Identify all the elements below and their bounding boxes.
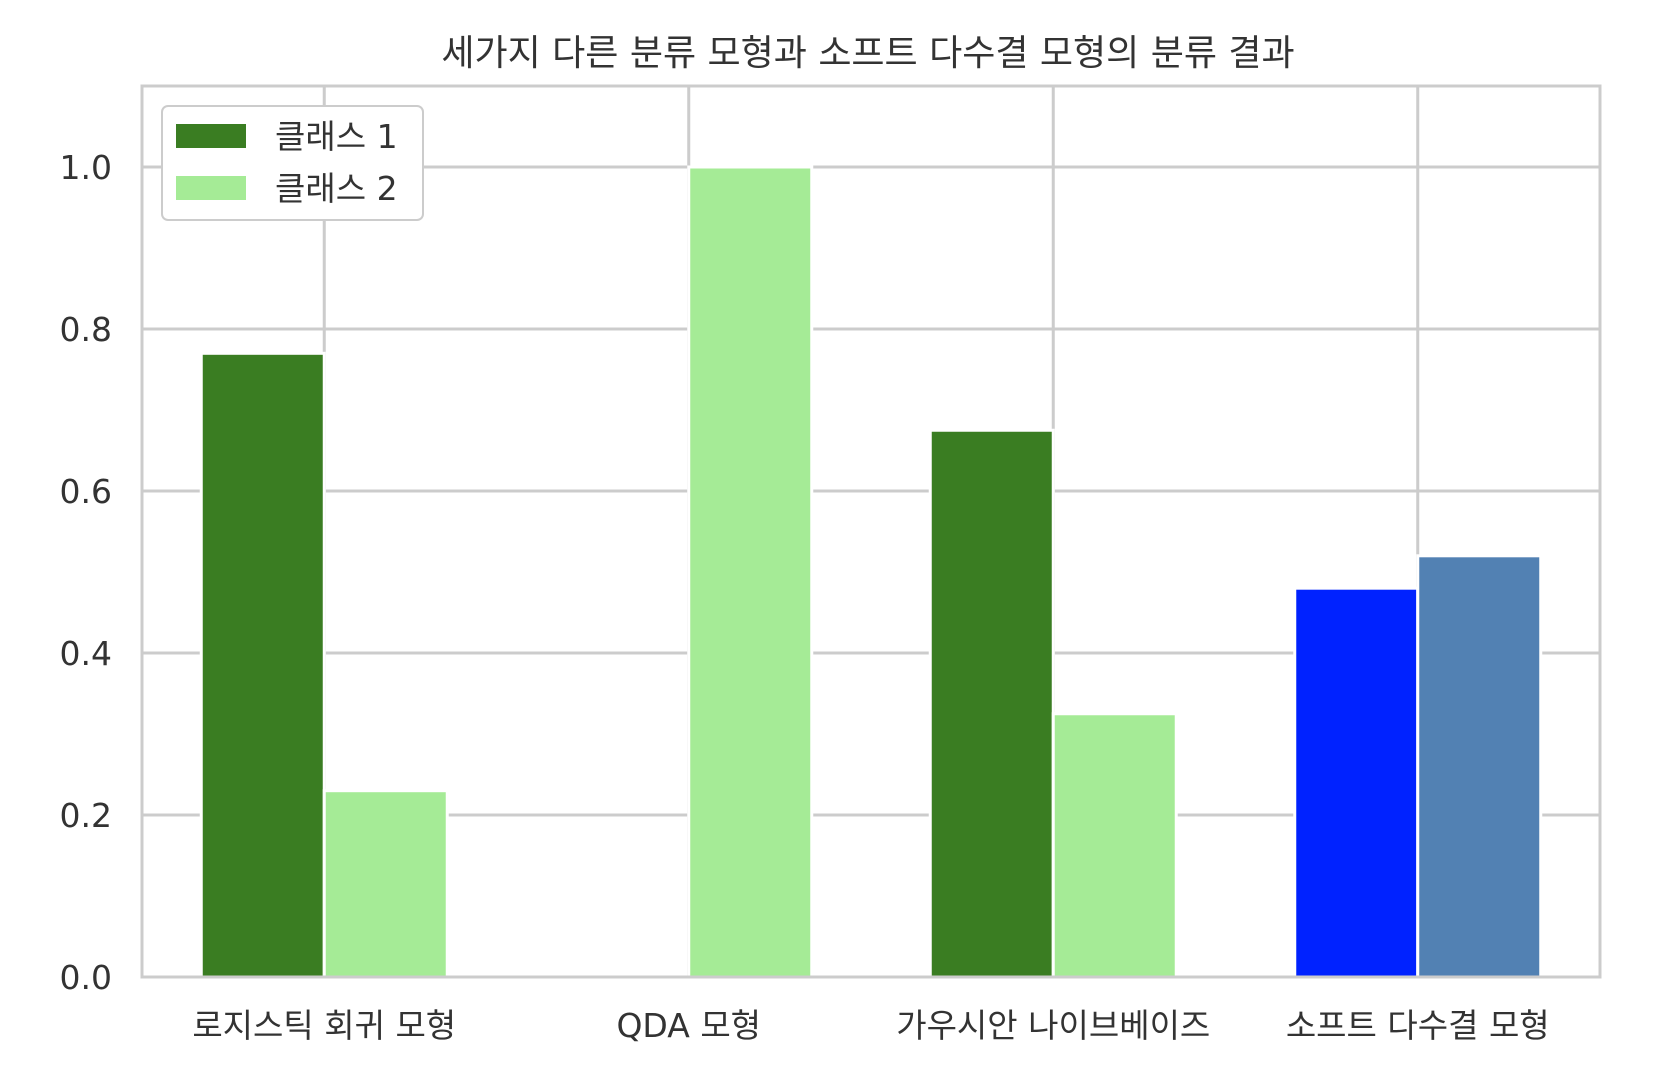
bar bbox=[928, 428, 1055, 979]
y-tick-label: 1.0 bbox=[60, 148, 112, 187]
x-tick-labels: 로지스틱 회귀 모형 QDA 모형 가우시안 나이브베이즈 소프트 다수결 모형 bbox=[192, 1006, 1549, 1045]
legend: 클래스 1 클래스 2 bbox=[161, 105, 424, 221]
legend-label: 클래스 2 bbox=[275, 169, 398, 208]
x-tick-label: 로지스틱 회귀 모형 bbox=[192, 1006, 456, 1045]
y-tick-label: 0.8 bbox=[60, 310, 112, 349]
legend-swatch bbox=[176, 176, 246, 200]
y-tick-labels: 0.0 0.2 0.4 0.6 0.8 1.0 bbox=[60, 148, 112, 997]
bar bbox=[1416, 554, 1543, 979]
bar bbox=[322, 789, 449, 979]
bar bbox=[687, 165, 814, 979]
y-tick-label: 0.0 bbox=[60, 958, 112, 997]
bar bbox=[1293, 586, 1420, 979]
chart-title: 세가지 다른 분류 모형과 소프트 다수결 모형의 분류 결과 bbox=[441, 33, 1294, 74]
legend-label: 클래스 1 bbox=[275, 117, 398, 156]
legend-swatch bbox=[176, 124, 246, 148]
y-tick-label: 0.2 bbox=[60, 796, 112, 835]
y-tick-label: 0.6 bbox=[60, 472, 112, 511]
bars bbox=[199, 165, 1543, 979]
bar bbox=[199, 351, 326, 979]
bar bbox=[1051, 712, 1178, 979]
x-tick-label: 소프트 다수결 모형 bbox=[1286, 1006, 1550, 1045]
x-tick-label: QDA 모형 bbox=[616, 1006, 761, 1045]
x-tick-label: 가우시안 나이브베이즈 bbox=[896, 1006, 1210, 1045]
y-tick-label: 0.4 bbox=[60, 634, 112, 673]
plot-frame bbox=[140, 84, 1602, 979]
